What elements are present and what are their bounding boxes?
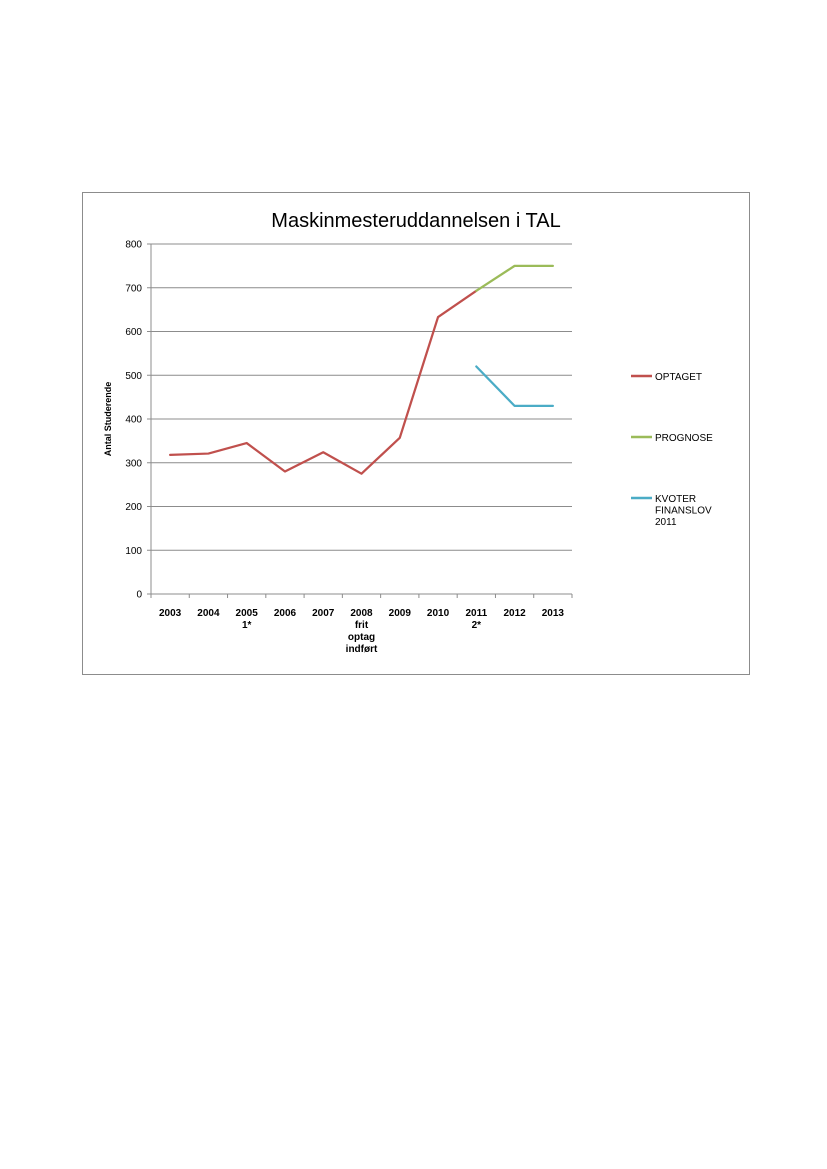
series-line-kvoter-finanslov-2011 [475,365,554,407]
legend-label: OPTAGET [655,372,702,383]
x-tick-label: 2007 [312,608,335,619]
chart-container: Maskinmesteruddannelsen i TAL 0 100 200 300… [82,192,750,675]
x-tick-label: 2008 frit optag indført [346,608,378,655]
x-tick-label: 2004 [197,608,220,619]
x-tick-label: 2006 [274,608,297,619]
y-tick-label: 700 [125,283,142,294]
y-tick-label: 600 [125,327,142,338]
x-tick-label: 2003 [159,608,182,619]
series-line-optaget [169,289,478,475]
series-lines [169,264,554,475]
x-tick-label: 2012 [503,608,526,619]
x-tick-label: 2013 [542,608,565,619]
y-tick-label: 500 [125,371,142,382]
y-tick-label: 100 [125,546,142,557]
legend-label: KVOTER FINANSLOV 2011 [655,494,712,528]
y-tick-label: 400 [125,415,142,426]
axes: 0 100 200 300 400 500 600 700 800 2003 2004 2005 1* 2… [103,240,573,655]
x-tick-label: 2011 2* [465,608,487,631]
x-tick-label: 2005 1* [236,608,259,631]
gridlines [151,243,572,551]
line-chart: Maskinmesteruddannelsen i TAL 0 100 200 300… [103,210,713,655]
y-axis-title: Antal Studerende [103,382,113,457]
chart-title: Maskinmesteruddannelsen i TAL [271,210,560,232]
y-tick-label: 800 [125,240,142,251]
y-tick-label: 0 [136,590,142,601]
x-tick-label: 2009 [389,608,412,619]
y-tick-label: 200 [125,502,142,513]
y-tick-label: 300 [125,458,142,469]
legend: OPTAGET PROGNOSE KVOTER FINANSLOV 2011 [631,372,713,528]
legend-label: PROGNOSE [655,433,713,444]
x-tick-label: 2010 [427,608,450,619]
series-line-prognose [475,264,554,292]
